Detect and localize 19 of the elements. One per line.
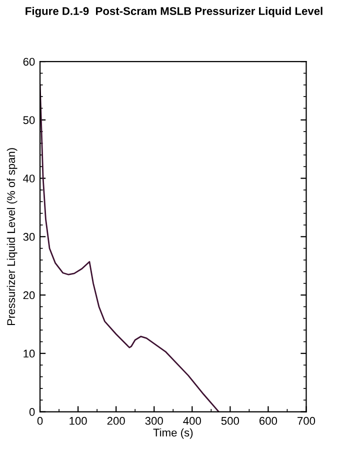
y-tick-label: 10 — [24, 350, 35, 358]
y-tick-label: 20 — [23, 291, 35, 300]
line-series — [40, 84, 220, 412]
chart-title: Figure D.1-9 Post-Scram MSLB Pressurizer Liquid Level — [26, 6, 322, 18]
y-tick-label: 50 — [23, 116, 35, 124]
x-tick-label: 100 — [70, 416, 87, 425]
x-tick-label: 600 — [260, 416, 278, 425]
x-tick-label: 700 — [298, 416, 316, 425]
x-tick-label: 500 — [221, 416, 240, 425]
y-tick-label: 0 — [29, 408, 35, 416]
x-tick-label: 300 — [145, 416, 163, 425]
x-tick-label: 200 — [107, 416, 125, 425]
y-tick-label: 60 — [23, 58, 35, 66]
x-tick-label: 0 — [37, 416, 43, 425]
y-tick-label: 30 — [23, 232, 35, 241]
x-axis-title: Time (s) — [153, 428, 193, 439]
x-tick-label: 400 — [183, 416, 201, 425]
y-axis-title: Pressurizer Liquid Level (% of span) — [6, 148, 18, 325]
y-tick-label: 40 — [23, 174, 35, 182]
